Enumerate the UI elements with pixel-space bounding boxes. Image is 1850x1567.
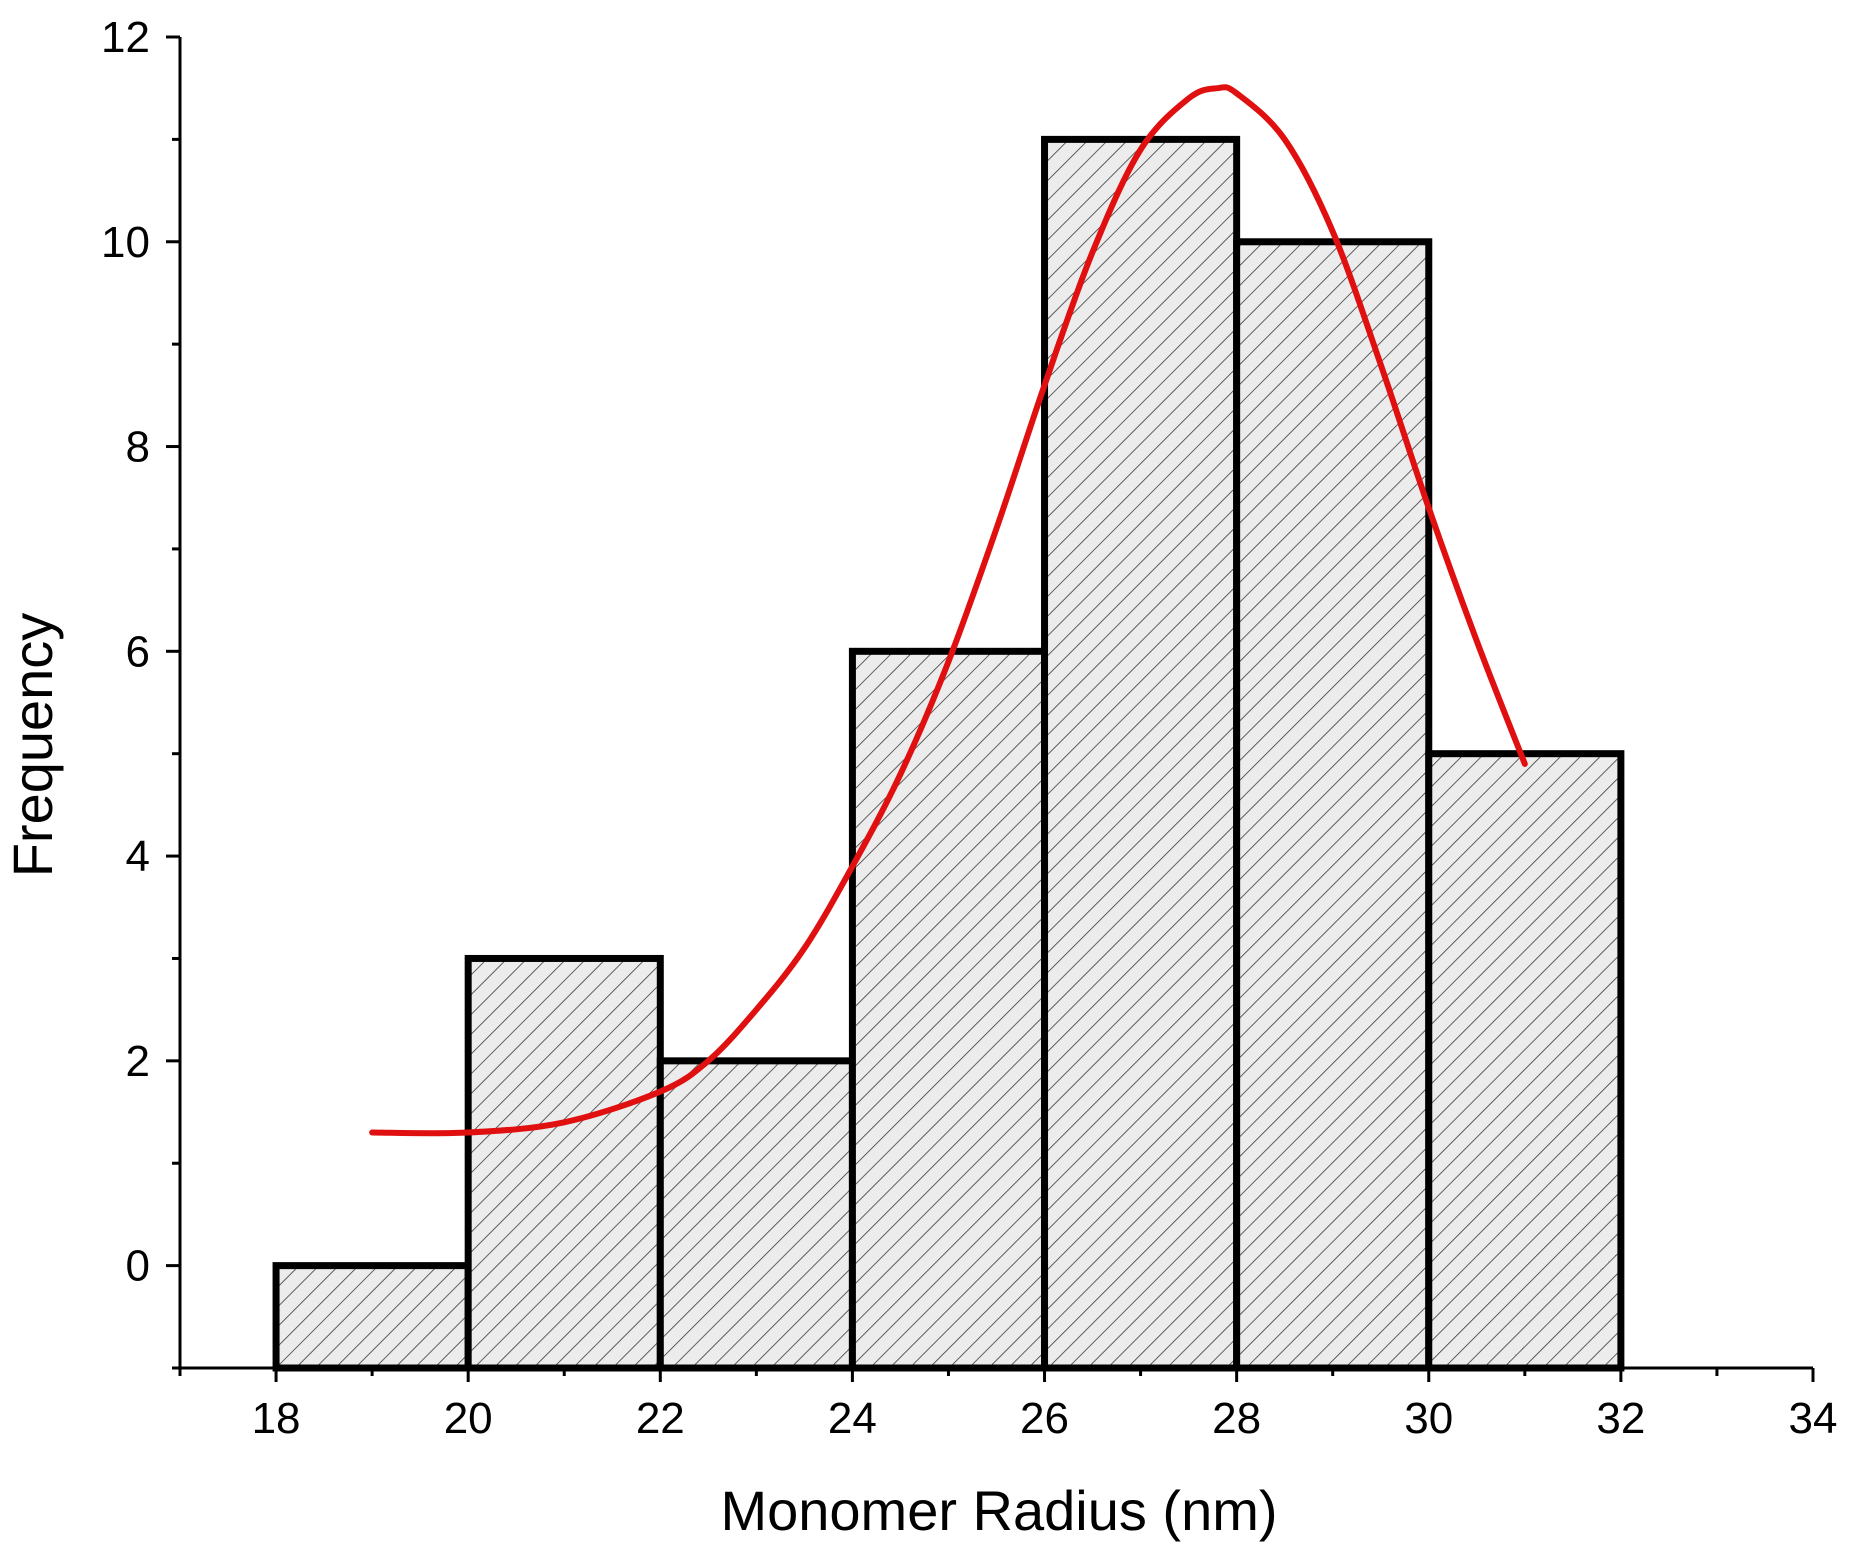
y-tick-label: 2 (126, 1037, 150, 1086)
fit-curve-layer (369, 84, 1528, 1137)
y-tick-label: 4 (126, 832, 150, 881)
y-tick-label: 10 (101, 218, 150, 267)
y-axis-title: Frequency (1, 613, 64, 878)
x-tick-label: 34 (1789, 1394, 1838, 1443)
x-tick-label: 22 (636, 1394, 685, 1443)
x-tick-label: 24 (828, 1394, 877, 1443)
x-tick-label: 30 (1404, 1394, 1453, 1443)
x-tick-label: 18 (252, 1394, 301, 1443)
fit-curve (369, 84, 1528, 1137)
x-tick-label: 20 (444, 1394, 493, 1443)
x-tick-label: 28 (1212, 1394, 1261, 1443)
x-tick-label: 32 (1596, 1394, 1645, 1443)
histogram-bar-3 (848, 647, 1049, 1372)
histogram-bar-6 (1425, 750, 1625, 1372)
bars-layer (272, 135, 1625, 1372)
y-tick-label: 8 (126, 423, 150, 472)
x-axis-title: Monomer Radius (nm) (720, 1479, 1277, 1542)
histogram-bar-0 (272, 1262, 472, 1372)
y-tick-label: 12 (101, 13, 150, 62)
histogram-bar-5 (1233, 238, 1433, 1372)
histogram-bar-1 (464, 954, 664, 1372)
histogram-bar-4 (1041, 135, 1241, 1372)
y-tick-label: 0 (126, 1242, 150, 1291)
y-tick-label: 6 (126, 627, 150, 676)
x-tick-label: 26 (1020, 1394, 1069, 1443)
histogram-bar-2 (656, 1057, 856, 1372)
